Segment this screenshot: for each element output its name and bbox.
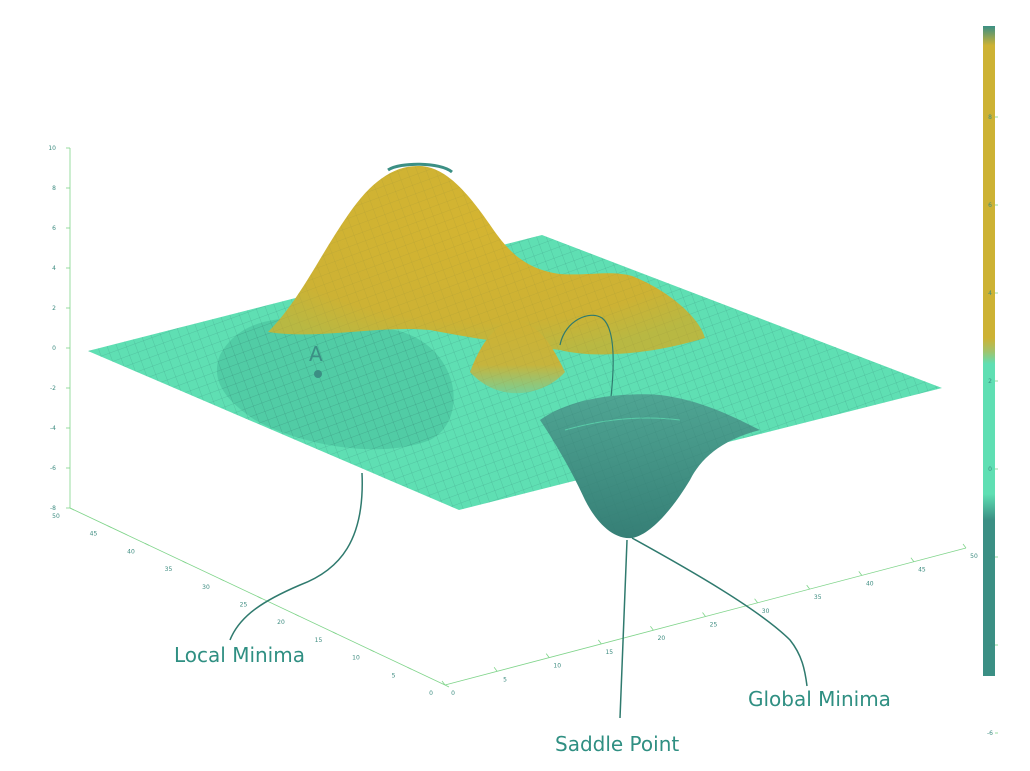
x-axis-tick-mark (545, 653, 550, 658)
y-axis-tick-label: 0 (429, 690, 433, 697)
y-axis-tick-label: 5 (392, 672, 396, 679)
x-axis-tick-label: 5 (503, 676, 507, 683)
x-axis-tick-mark (650, 625, 654, 631)
y-axis-tick-label: 10 (352, 655, 360, 662)
y-axis-tick-mark (257, 596, 262, 599)
x-axis-tick-label: 45 (918, 567, 926, 574)
x-axis-tick-label: 15 (605, 649, 613, 656)
y-axis-tick-mark (219, 578, 225, 582)
z-axis-tick-label: -6 (50, 465, 56, 472)
z-axis-ticks: 10 8 6 4 2 0 -2 -4 -6 -8 (48, 145, 70, 512)
saddle-contour (559, 314, 614, 441)
x-axis-tick-mark (493, 667, 498, 672)
y-axis-tick-mark (444, 684, 450, 688)
colorbar-tick-label: -6 (987, 730, 993, 737)
z-axis-tick-label: -8 (50, 505, 56, 512)
x-axis-tick-mark (597, 639, 602, 645)
y-axis-tick-label: 35 (165, 566, 173, 573)
y-axis-tick-label: 40 (127, 548, 135, 555)
local-minima-label: Local Minima (174, 643, 305, 667)
x-axis-tick-mark (754, 598, 758, 604)
x-axis-tick-mark (858, 571, 863, 576)
local-minimum-mesh (216, 318, 454, 450)
x-axis-tick-mark (910, 557, 915, 562)
colorbar-tick-label: 6 (988, 202, 992, 209)
x-axis-tick-mark (441, 680, 446, 686)
x-axis-tick-label: 35 (814, 594, 822, 601)
local-minima-leader (229, 472, 363, 641)
colorbar-tick-label: -4 (987, 642, 993, 649)
colorbar-tick-label: 0 (988, 466, 992, 473)
z-axis-tick-label: 8 (52, 185, 56, 192)
x-axis-tick-label: 30 (762, 608, 770, 615)
z-axis-tick-label: 2 (52, 305, 56, 312)
y-axis-tick-mark (294, 613, 300, 617)
z-axis-tick-label: -2 (50, 385, 56, 392)
y-axis-tick-label: 50 (52, 513, 60, 520)
z-axis-tick-label: 4 (52, 265, 56, 272)
point-a-dot (314, 370, 322, 378)
x-axis-tick-mark (806, 584, 811, 590)
x-axis-ticks: 0 5 10 15 20 25 30 35 40 45 50 (441, 543, 978, 697)
y-axis-tick-label: 25 (240, 602, 248, 609)
x-axis-tick-mark (702, 612, 706, 617)
x-axis-tick-mark (962, 543, 967, 549)
colorbar-tick-label: 2 (988, 378, 992, 385)
z-axis-tick-label: 10 (48, 145, 56, 152)
y-axis-tick-mark (407, 666, 412, 670)
y-axis-tick-label: 20 (277, 619, 285, 626)
bowl-mesh (540, 394, 760, 539)
global-minima-leader (631, 537, 808, 687)
colorbar-tick-label: 8 (988, 114, 992, 121)
z-axis-tick-label: -4 (50, 425, 56, 432)
z-axis-tick-label: 0 (52, 345, 56, 352)
colorbar-tick-label: 4 (988, 290, 992, 297)
y-axis-tick-mark (144, 543, 150, 546)
colorbar-ticks: 8 6 4 2 0 -2 -4 -6 (987, 114, 998, 737)
y-axis-tick-label: 15 (315, 637, 323, 644)
y-axis-tick-mark (369, 649, 375, 652)
x-axis-tick-label: 10 (553, 663, 561, 670)
global-minima-label: Global Minima (748, 687, 891, 711)
x-axis-tick-label: 0 (451, 690, 455, 697)
x-axis-tick-label: 20 (658, 635, 666, 642)
y-axis-tick-label: 45 (90, 531, 98, 538)
y-axis-tick-label: 30 (202, 584, 210, 591)
colorbar-tick-label: -2 (987, 554, 993, 561)
x-axis-tick-label: 25 (710, 622, 718, 629)
saddle-point-leader (619, 539, 628, 719)
z-axis-tick-label: 6 (52, 225, 56, 232)
small-peak-mesh (470, 322, 565, 394)
y-axis-tick-mark (332, 631, 337, 635)
tall-peak-mesh (268, 165, 705, 355)
y-axis-tick-mark (182, 560, 187, 564)
peak-crest (387, 162, 453, 174)
y-axis-tick-mark (69, 507, 75, 511)
colorbar (983, 26, 995, 676)
saddle-point-label: Saddle Point (555, 732, 680, 756)
y-axis-tick-mark (107, 525, 112, 529)
x-axis-tick-label: 40 (866, 580, 874, 587)
point-a-label: A (309, 342, 323, 366)
x-axis-tick-label: 50 (970, 553, 978, 560)
